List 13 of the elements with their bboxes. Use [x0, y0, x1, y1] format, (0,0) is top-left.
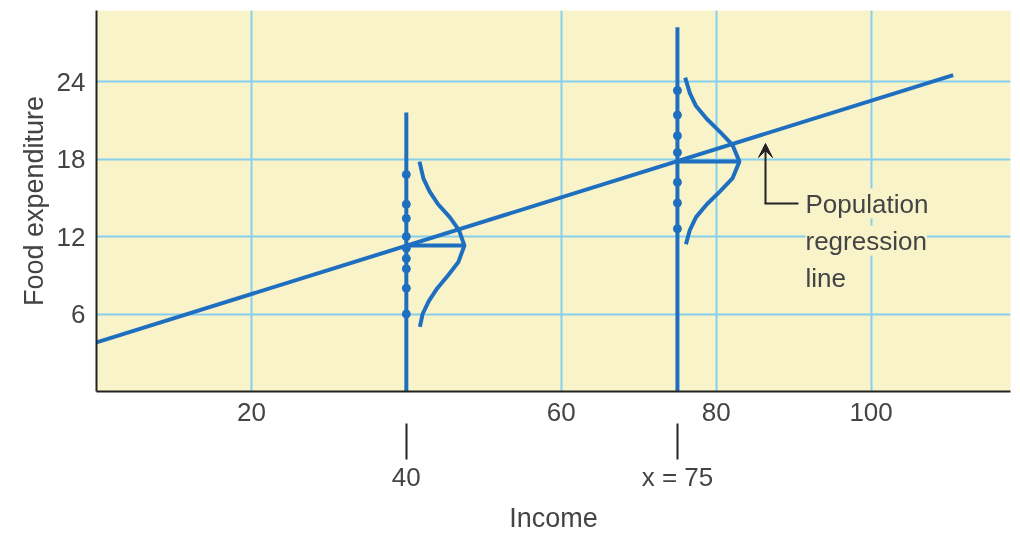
y-tick-label: 24	[56, 66, 86, 97]
annotation: 40	[391, 461, 421, 492]
y-axis-title: Food expenditure	[18, 95, 49, 307]
x-tick-label: 80	[701, 396, 731, 427]
annotation: Population regression line	[805, 188, 929, 293]
x-tick-label: 60	[546, 396, 576, 427]
y-tick-label: 12	[56, 221, 86, 252]
x-axis-title: Income	[509, 502, 598, 533]
x-tick-label: 100	[849, 396, 893, 427]
x-tick-label: 20	[236, 396, 266, 427]
y-tick-label: 18	[56, 144, 86, 175]
y-tick-label: 6	[71, 299, 86, 330]
annotation: x = 75	[641, 461, 714, 492]
